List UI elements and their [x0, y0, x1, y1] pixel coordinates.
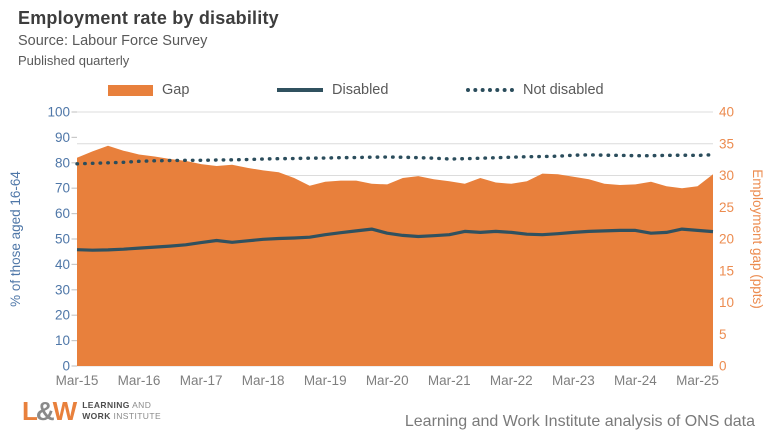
right-axis-tick-label: 20	[719, 232, 734, 247]
x-axis-tick-label: Mar-22	[490, 373, 533, 388]
x-axis-tick-label: Mar-21	[428, 373, 471, 388]
page-title: Employment rate by disability	[18, 8, 279, 28]
left-axis-tick-label: 50	[55, 232, 70, 247]
source-line: Source: Labour Force Survey	[18, 33, 208, 49]
x-axis-tick-label: Mar-17	[180, 373, 223, 388]
left-axis-tick-label: 20	[55, 308, 70, 323]
x-axis-tick-label: Mar-25	[676, 373, 719, 388]
left-axis-tick-label: 10	[55, 333, 70, 348]
legend-label-not-disabled: Not disabled	[523, 82, 604, 98]
published-line: Published quarterly	[18, 53, 130, 68]
not-disabled-dots-swatch-icon	[466, 88, 514, 92]
x-axis-tick-label: Mar-18	[242, 373, 285, 388]
x-axis-tick-label: Mar-24	[614, 373, 657, 388]
right-axis-tick-label: 10	[719, 295, 734, 310]
left-axis-tick-label: 40	[55, 257, 70, 272]
right-axis-tick-label: 5	[719, 327, 727, 342]
left-axis-tick-label: 30	[55, 282, 70, 297]
right-axis-tick-label: 25	[719, 200, 734, 215]
x-axis-tick-label: Mar-23	[552, 373, 595, 388]
legend-item-not-disabled: Not disabled	[466, 82, 604, 98]
legend-item-gap: Gap	[108, 82, 189, 98]
disabled-line	[76, 227, 714, 252]
credit-line: Learning and Work Institute analysis of …	[404, 413, 755, 430]
lw-logo: L&W LEARNING AND WORK INSTITUTE	[22, 398, 161, 424]
right-axis-tick-label: 40	[719, 105, 734, 120]
gap-swatch-icon	[108, 84, 153, 96]
right-axis-tick-label: 35	[719, 136, 734, 151]
legend-item-disabled: Disabled	[277, 82, 388, 98]
lw-logo-mark: L&W	[22, 396, 77, 426]
lw-logo-text: LEARNING AND WORK INSTITUTE	[82, 400, 162, 421]
not-disabled-line	[75, 153, 715, 166]
x-axis-tick-label: Mar-16	[118, 373, 161, 388]
right-axis-tick-label: 0	[719, 359, 727, 374]
left-axis-tick-label: 0	[62, 359, 70, 374]
legend-label-disabled: Disabled	[332, 82, 389, 98]
gap-area	[77, 145, 713, 366]
left-axis-title: % of those aged 16-64	[8, 171, 23, 307]
disabled-line-swatch-icon	[277, 88, 323, 92]
left-axis-tick-label: 70	[55, 181, 70, 196]
right-axis-title: Employment gap (ppts)	[750, 169, 765, 309]
x-axis-tick-label: Mar-20	[366, 373, 409, 388]
left-axis-tick-label: 100	[47, 105, 70, 120]
chart-header: Employment rate by disability Source: La…	[18, 8, 279, 68]
right-axis-tick-label: 15	[719, 263, 734, 278]
x-axis-tick-label: Mar-19	[304, 373, 347, 388]
legend-label-gap: Gap	[162, 82, 190, 98]
left-axis-tick-label: 80	[55, 155, 70, 170]
left-axis-tick-label: 90	[55, 130, 70, 145]
right-axis-tick-label: 30	[719, 168, 734, 183]
left-axis-tick-label: 60	[55, 206, 70, 221]
x-axis-tick-label: Mar-15	[56, 373, 99, 388]
